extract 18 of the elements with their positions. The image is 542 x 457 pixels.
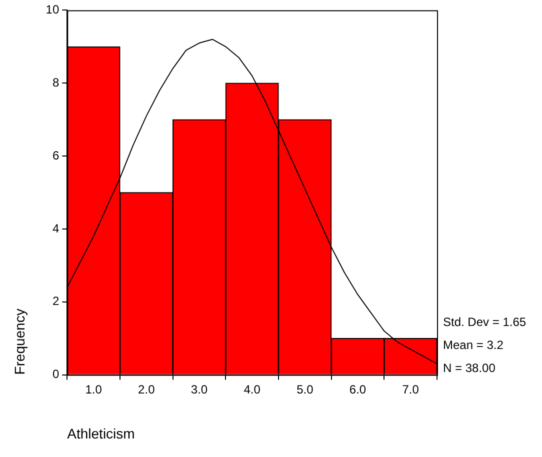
y-tick-label: 6 [52,148,60,162]
y-tick-label: 4 [52,221,60,236]
y-axis-title: Frequency [11,308,28,375]
text: Mean = 3.2 [443,338,504,352]
x-tick-label: 1.0 [85,382,102,396]
y-tick-label: 10 [46,2,60,17]
text: Std. Dev = 1.65 [443,315,526,330]
y-tick-label: 2 [52,294,60,308]
x-tick-label: 5.0 [296,382,314,396]
y-tick-label: 8 [52,75,60,90]
x-tick-label: 6.0 [349,382,366,396]
x-tick-label: 4.0 [244,382,261,396]
x-tick-label: 2.0 [138,382,156,396]
y-tick-label: 0 [52,367,60,382]
x-axis-title: Athleticism [67,425,135,442]
x-tick-label: 3.0 [190,382,208,396]
x-tick-label: 7.0 [402,382,420,396]
text: N = 38.00 [443,361,496,376]
